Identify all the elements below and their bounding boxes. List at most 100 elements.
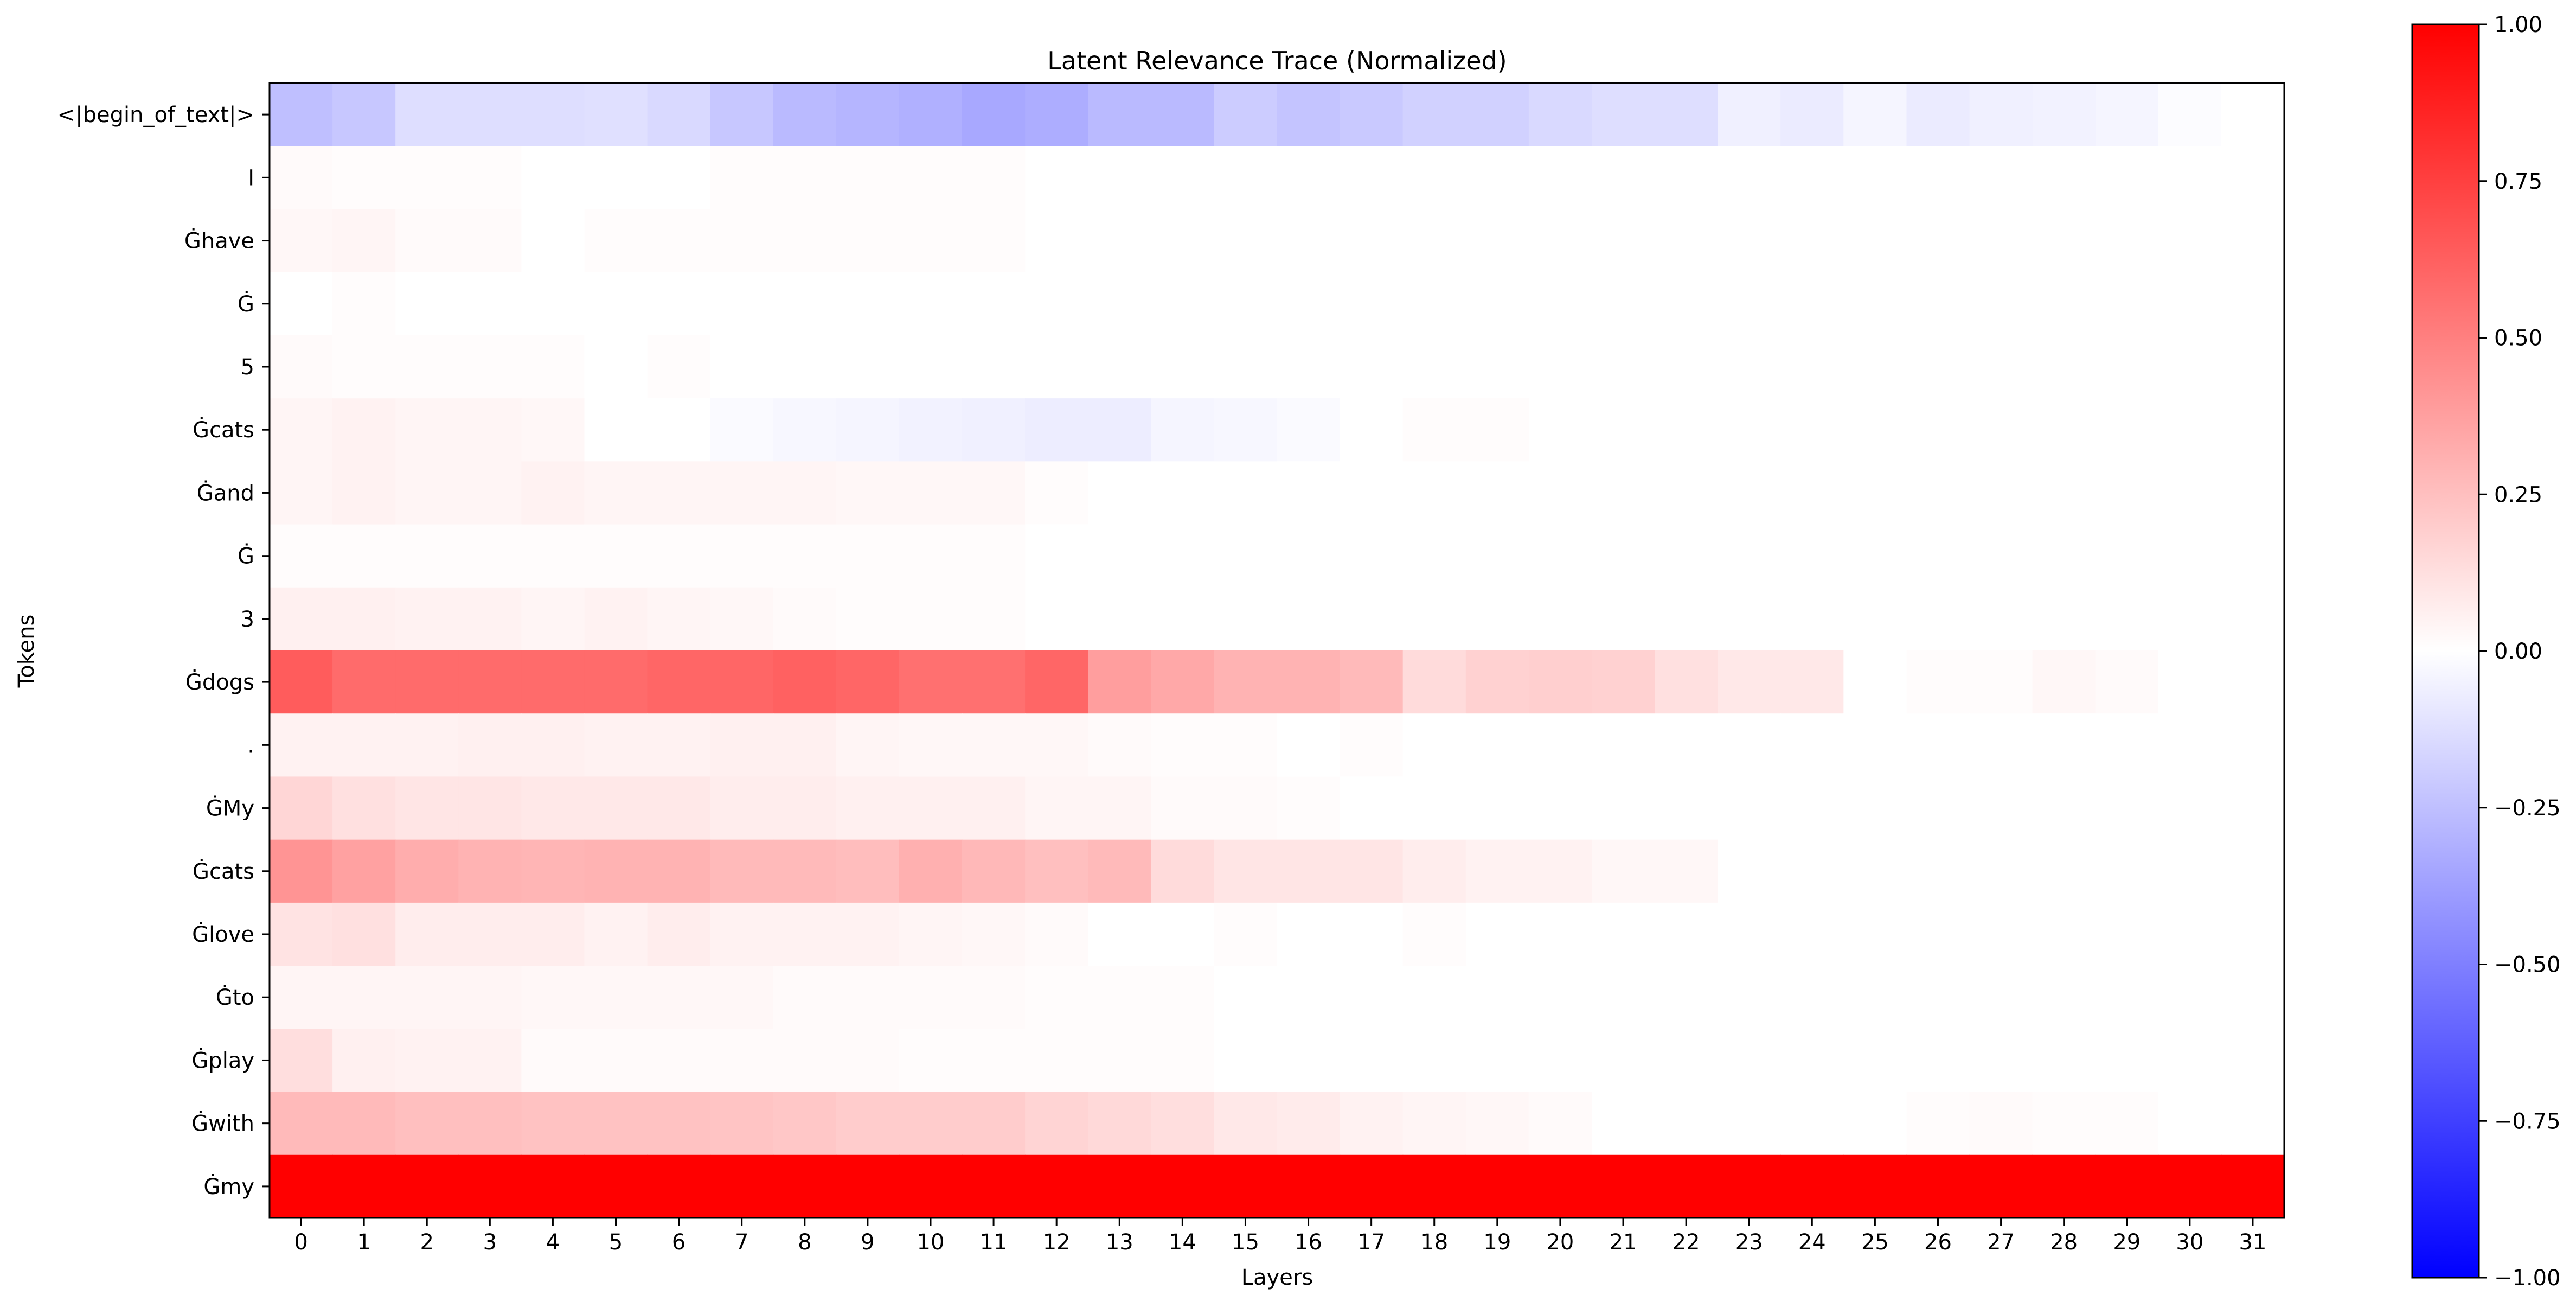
heatmap-cell	[1214, 839, 1278, 903]
heatmap-cell	[332, 461, 396, 525]
x-tick-label: 12	[1043, 1230, 1071, 1255]
heatmap-cell	[332, 1029, 396, 1093]
heatmap-cell	[899, 272, 963, 336]
heatmap-cell	[1025, 83, 1088, 146]
heatmap-cell	[521, 461, 585, 525]
heatmap-cell	[458, 650, 522, 714]
heatmap-cell	[2032, 398, 2096, 462]
x-tick-label: 23	[1735, 1230, 1763, 1255]
heatmap-cell	[1402, 902, 1466, 966]
heatmap-cell	[836, 398, 900, 462]
heatmap-cell	[1277, 713, 1341, 777]
colorbar-ticks: −1.00 −0.75 −0.50 −0.25 0.00 0.25 0.50 0.75 1.00	[2479, 12, 2561, 1291]
heatmap-cell	[1088, 1154, 1151, 1218]
heatmap-cell	[2221, 587, 2285, 651]
heatmap-cell	[1843, 146, 1907, 210]
heatmap-cell	[1843, 839, 1907, 903]
heatmap-cell	[584, 713, 648, 777]
heatmap-cell	[1969, 713, 2033, 777]
heatmap-cell	[1655, 966, 1718, 1029]
heatmap-cell	[458, 1029, 522, 1093]
heatmap-cell	[1340, 713, 1404, 777]
heatmap-cell	[1277, 398, 1341, 462]
heatmap-cell	[1843, 398, 1907, 462]
heatmap-cell	[1591, 839, 1655, 903]
heatmap-cell	[1718, 776, 1781, 840]
heatmap-cell	[1465, 83, 1529, 146]
heatmap-cell	[1528, 146, 1592, 210]
x-tick-label: 4	[546, 1230, 560, 1255]
heatmap-cell	[1151, 461, 1214, 525]
heatmap-cell	[584, 524, 648, 588]
heatmap-cell	[270, 83, 333, 146]
heatmap-cell	[1969, 209, 2033, 273]
x-tick-label: 27	[1987, 1230, 2015, 1255]
heatmap-cell	[1340, 902, 1404, 966]
heatmap-cell	[2221, 713, 2285, 777]
heatmap-cell	[1214, 1029, 1278, 1093]
y-tick-label: 3	[241, 607, 254, 632]
heatmap-cell	[2095, 839, 2159, 903]
heatmap-cell	[1655, 1154, 1718, 1218]
heatmap-cell	[1214, 650, 1278, 714]
heatmap-cell	[2032, 461, 2096, 525]
heatmap-cell	[1025, 650, 1088, 714]
heatmap-cell	[1718, 902, 1781, 966]
x-axis-ticks: 0 1 2 3 4 5 6 7 8 9 10 11 12 13 14 15 16 17 18 19 20 21 22 23 24…	[294, 1218, 2266, 1255]
heatmap-cell	[710, 650, 774, 714]
heatmap-cell	[458, 461, 522, 525]
heatmap-cell	[1780, 839, 1844, 903]
heatmap-cell	[270, 902, 333, 966]
heatmap-cell	[2158, 209, 2222, 273]
heatmap-cell	[962, 83, 1026, 146]
heatmap-cell	[710, 146, 774, 210]
heatmap-cell	[2158, 1092, 2222, 1156]
heatmap-cell	[1465, 587, 1529, 651]
heatmap-cell	[2095, 209, 2159, 273]
heatmap-cell	[962, 1092, 1026, 1156]
heatmap-cell	[1843, 335, 1907, 399]
heatmap-cell	[1718, 398, 1781, 462]
heatmap-cell	[836, 146, 900, 210]
heatmap-cell	[836, 524, 900, 588]
heatmap-cell	[1088, 650, 1151, 714]
heatmap-cell	[1151, 209, 1214, 273]
heatmap-cell	[1528, 839, 1592, 903]
heatmap-cell	[647, 902, 711, 966]
heatmap-cell	[1843, 1092, 1907, 1156]
heatmap-cell	[1088, 524, 1151, 588]
heatmap-cell	[647, 1029, 711, 1093]
heatmap-cell	[1718, 146, 1781, 210]
heatmap-cell	[332, 650, 396, 714]
heatmap-cell	[1906, 461, 1970, 525]
heatmap-cell	[836, 1154, 900, 1218]
heatmap-cell	[1340, 398, 1404, 462]
heatmap-cell	[1277, 650, 1341, 714]
heatmap-cell	[1025, 335, 1088, 399]
heatmap-cell	[1402, 1092, 1466, 1156]
heatmap-cell	[647, 1154, 711, 1218]
heatmap-cell	[1465, 335, 1529, 399]
y-tick-label: Ġto	[216, 984, 254, 1010]
heatmap-cell	[584, 1092, 648, 1156]
heatmap-cell	[710, 272, 774, 336]
heatmap-cell	[584, 83, 648, 146]
heatmap-cell	[899, 713, 963, 777]
heatmap-cell	[395, 902, 459, 966]
heatmap-cell	[1843, 524, 1907, 588]
heatmap-cell	[773, 209, 837, 273]
heatmap-cell	[1780, 146, 1844, 210]
heatmap-cell	[1780, 713, 1844, 777]
heatmap-cell	[521, 146, 585, 210]
heatmap-cell	[773, 776, 837, 840]
heatmap-cell	[1718, 461, 1781, 525]
heatmap-cell	[2221, 146, 2285, 210]
heatmap-cell	[584, 272, 648, 336]
heatmap-cell	[1151, 1092, 1214, 1156]
heatmap-cell	[710, 335, 774, 399]
heatmap-cell	[1340, 1029, 1404, 1093]
heatmap-cell	[270, 587, 333, 651]
heatmap-cell	[2095, 146, 2159, 210]
heatmap-cell	[1718, 272, 1781, 336]
heatmap-cell	[1340, 966, 1404, 1029]
